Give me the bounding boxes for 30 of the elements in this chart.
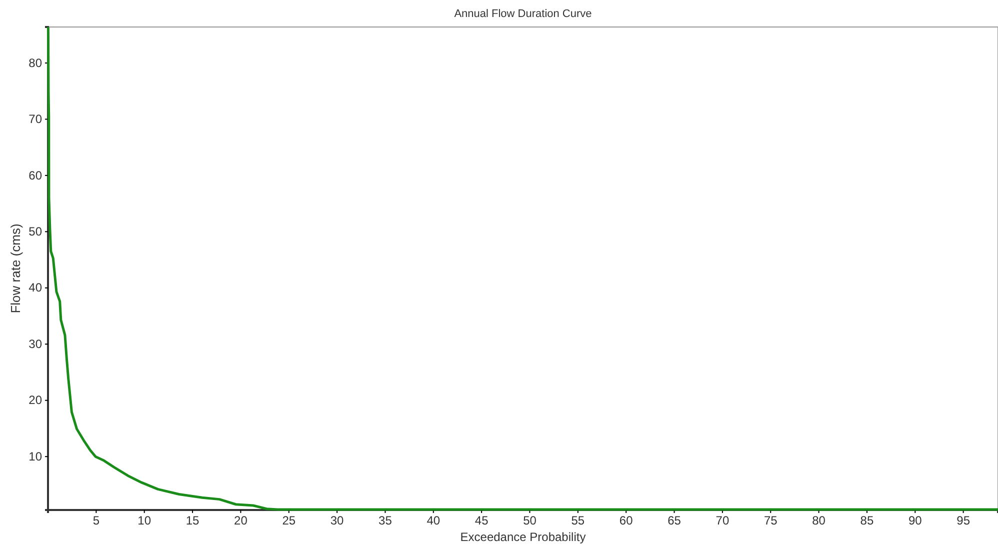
x-tick-label: 70 — [716, 514, 730, 528]
x-tick-label: 55 — [571, 514, 585, 528]
x-tick-label: 50 — [523, 514, 537, 528]
x-tick-label: 85 — [860, 514, 874, 528]
x-tick-label: 25 — [282, 514, 296, 528]
y-tick-label: 50 — [28, 224, 42, 239]
y-tick-label: 30 — [28, 336, 42, 351]
x-tick-label: 20 — [234, 514, 248, 528]
x-tick-label: 65 — [668, 514, 682, 528]
x-tick-label: 75 — [764, 514, 778, 528]
x-tick-label: 80 — [812, 514, 826, 528]
x-tick-label: 10 — [138, 514, 152, 528]
x-tick-label: 40 — [426, 514, 440, 528]
y-axis-title: Flow rate (cms) — [8, 224, 23, 314]
y-tick-label: 70 — [28, 112, 42, 126]
x-tick-label: 35 — [378, 514, 392, 528]
y-tick-label: 60 — [28, 168, 42, 182]
chart-title: Annual Flow Duration Curve — [454, 8, 592, 20]
y-tick-label: 80 — [28, 56, 42, 70]
y-tick-label: 20 — [28, 393, 42, 408]
x-tick-label: 15 — [186, 514, 200, 528]
y-tick-label: 10 — [28, 449, 42, 464]
x-axis-title: Exceedance Probability — [460, 530, 586, 544]
y-tick-label: 40 — [28, 280, 42, 295]
x-tick-label: 5 — [92, 514, 100, 528]
x-tick-label: 95 — [956, 514, 970, 528]
x-tick-label: 45 — [474, 514, 489, 528]
x-tick-label: 30 — [330, 514, 344, 528]
x-tick-label: 90 — [908, 514, 922, 528]
x-tick-label: 60 — [619, 514, 634, 528]
